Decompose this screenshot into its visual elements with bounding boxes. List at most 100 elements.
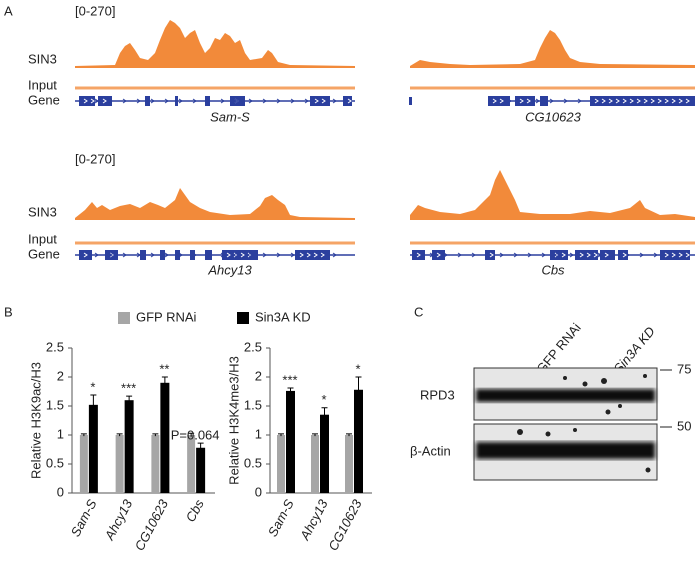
bar bbox=[345, 435, 353, 493]
strand-arrow bbox=[685, 98, 690, 104]
exon bbox=[145, 96, 150, 106]
legend-swatch bbox=[237, 312, 249, 324]
strand-arrow bbox=[513, 252, 518, 258]
bar bbox=[124, 400, 134, 493]
track-label: Gene bbox=[28, 246, 60, 261]
exon bbox=[432, 250, 445, 260]
strand-arrow bbox=[94, 98, 99, 104]
strand-arrow bbox=[247, 252, 252, 258]
strand-arrow bbox=[671, 252, 676, 258]
y-tick-label: 0 bbox=[255, 484, 262, 499]
signal-track bbox=[410, 30, 695, 68]
bar bbox=[277, 435, 285, 493]
exon bbox=[540, 96, 548, 106]
input-track bbox=[75, 86, 355, 90]
legend-label: Sin3A KD bbox=[255, 309, 311, 324]
strand-arrow bbox=[647, 98, 652, 104]
y-tick-label: 2 bbox=[255, 368, 262, 383]
strand-arrow bbox=[220, 98, 225, 104]
strand-arrow bbox=[678, 98, 683, 104]
strand-arrow bbox=[527, 252, 532, 258]
exon bbox=[295, 250, 330, 260]
strand-arrow bbox=[299, 252, 304, 258]
strand-arrow bbox=[314, 98, 319, 104]
strand-arrow bbox=[443, 252, 448, 258]
exon bbox=[140, 250, 146, 260]
strand-arrow bbox=[192, 252, 197, 258]
strand-arrow bbox=[276, 252, 281, 258]
strand-arrow bbox=[561, 252, 566, 258]
strand-arrow bbox=[593, 252, 598, 258]
strand-arrow bbox=[178, 98, 183, 104]
bar bbox=[160, 382, 170, 493]
strand-arrow bbox=[671, 98, 676, 104]
strand-arrow bbox=[499, 252, 504, 258]
gene-name: Cbs bbox=[541, 262, 565, 277]
strand-arrow bbox=[290, 98, 295, 104]
strand-arrow bbox=[240, 252, 245, 258]
significance: * bbox=[90, 379, 95, 394]
blot-band bbox=[476, 442, 655, 459]
track-label: Gene bbox=[28, 92, 60, 107]
strand-arrow bbox=[563, 98, 568, 104]
strand-arrow bbox=[526, 98, 531, 104]
significance: *** bbox=[282, 372, 297, 387]
strand-arrow bbox=[234, 98, 239, 104]
strand-arrow bbox=[667, 252, 672, 258]
strand-arrow bbox=[122, 252, 127, 258]
significance: P=0.064 bbox=[171, 428, 220, 443]
exon bbox=[160, 250, 165, 260]
error-bar bbox=[90, 394, 97, 415]
strand-arrow bbox=[577, 98, 582, 104]
error-bar bbox=[197, 442, 204, 453]
y-tick-label: 2 bbox=[57, 368, 64, 383]
strand-arrow bbox=[304, 98, 309, 104]
y-tick-label: 1.5 bbox=[244, 397, 262, 412]
strand-arrow bbox=[615, 98, 620, 104]
marker-label: 50 bbox=[677, 418, 691, 433]
signal-track bbox=[75, 20, 355, 68]
strand-arrow bbox=[639, 252, 644, 258]
strand-arrow bbox=[248, 252, 253, 258]
exon bbox=[79, 250, 92, 260]
strand-arrow bbox=[122, 98, 127, 104]
strand-arrow bbox=[108, 98, 113, 104]
y-axis-label: Relative H3K4me3/H3 bbox=[226, 356, 241, 485]
strand-arrow bbox=[164, 98, 169, 104]
strand-arrow bbox=[604, 252, 609, 258]
exon bbox=[205, 96, 210, 106]
track-label: Input bbox=[28, 77, 57, 92]
x-tick-label: Sam-S bbox=[265, 497, 297, 539]
strand-arrow bbox=[611, 252, 616, 258]
strand-arrow bbox=[579, 252, 584, 258]
exon bbox=[343, 96, 352, 106]
strand-arrow bbox=[220, 252, 225, 258]
strand-arrow bbox=[636, 98, 641, 104]
input-track bbox=[410, 86, 695, 90]
range-label: [0-270] bbox=[75, 3, 115, 18]
strand-arrow bbox=[629, 98, 634, 104]
exon bbox=[310, 96, 330, 106]
strand-arrow bbox=[226, 252, 231, 258]
strand-arrow bbox=[554, 252, 559, 258]
significance: * bbox=[355, 361, 360, 376]
x-tick-label: CG10623 bbox=[132, 496, 172, 553]
strand-arrow bbox=[507, 98, 512, 104]
exon bbox=[222, 250, 258, 260]
error-bar bbox=[287, 387, 294, 394]
strand-arrow bbox=[150, 252, 155, 258]
error-bar bbox=[152, 433, 159, 437]
strand-arrow bbox=[429, 252, 434, 258]
strand-arrow bbox=[653, 252, 658, 258]
strand-arrow bbox=[586, 252, 591, 258]
strand-arrow bbox=[664, 252, 669, 258]
strand-arrow bbox=[416, 252, 421, 258]
strand-arrow bbox=[521, 98, 526, 104]
legend-swatch bbox=[118, 312, 130, 324]
strand-arrow bbox=[136, 98, 141, 104]
y-tick-label: 2.5 bbox=[244, 339, 262, 354]
signal-track bbox=[75, 188, 355, 220]
strand-arrow bbox=[681, 252, 686, 258]
strand-arrow bbox=[499, 98, 504, 104]
